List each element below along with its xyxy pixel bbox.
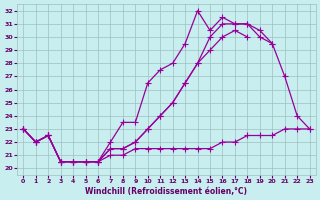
X-axis label: Windchill (Refroidissement éolien,°C): Windchill (Refroidissement éolien,°C) xyxy=(85,187,247,196)
